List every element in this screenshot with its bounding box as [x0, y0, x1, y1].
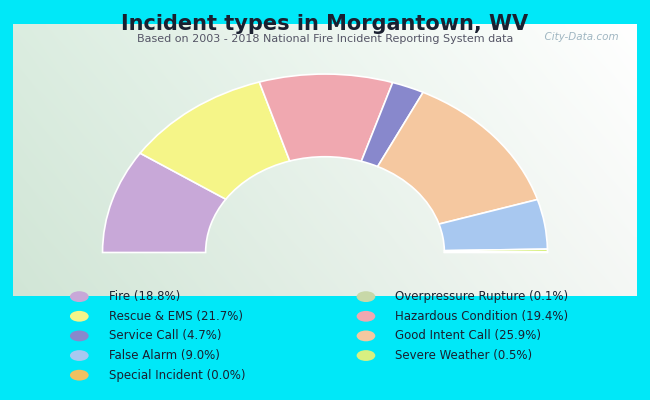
Ellipse shape	[357, 311, 375, 322]
Text: False Alarm (9.0%): False Alarm (9.0%)	[109, 349, 220, 362]
Text: Fire (18.8%): Fire (18.8%)	[109, 290, 180, 303]
Text: Service Call (4.7%): Service Call (4.7%)	[109, 330, 221, 342]
Wedge shape	[103, 153, 226, 252]
Ellipse shape	[70, 370, 88, 380]
Text: Overpressure Rupture (0.1%): Overpressure Rupture (0.1%)	[395, 290, 568, 303]
Text: Good Intent Call (25.9%): Good Intent Call (25.9%)	[395, 330, 541, 342]
Ellipse shape	[357, 291, 375, 302]
Wedge shape	[445, 249, 547, 252]
Wedge shape	[439, 200, 547, 251]
Ellipse shape	[70, 350, 88, 361]
Wedge shape	[378, 92, 538, 224]
Text: Special Incident (0.0%): Special Incident (0.0%)	[109, 369, 245, 382]
Text: Hazardous Condition (19.4%): Hazardous Condition (19.4%)	[395, 310, 568, 323]
Ellipse shape	[357, 350, 375, 361]
Text: Rescue & EMS (21.7%): Rescue & EMS (21.7%)	[109, 310, 242, 323]
Text: Severe Weather (0.5%): Severe Weather (0.5%)	[395, 349, 532, 362]
Text: City-Data.com: City-Data.com	[538, 32, 618, 42]
Text: Incident types in Morgantown, WV: Incident types in Morgantown, WV	[122, 14, 528, 34]
Wedge shape	[259, 74, 393, 161]
Ellipse shape	[70, 291, 88, 302]
Text: Based on 2003 - 2018 National Fire Incident Reporting System data: Based on 2003 - 2018 National Fire Incid…	[136, 34, 514, 44]
Wedge shape	[140, 82, 290, 199]
Ellipse shape	[70, 330, 88, 341]
Ellipse shape	[357, 330, 375, 341]
Wedge shape	[361, 82, 423, 166]
Ellipse shape	[70, 311, 88, 322]
